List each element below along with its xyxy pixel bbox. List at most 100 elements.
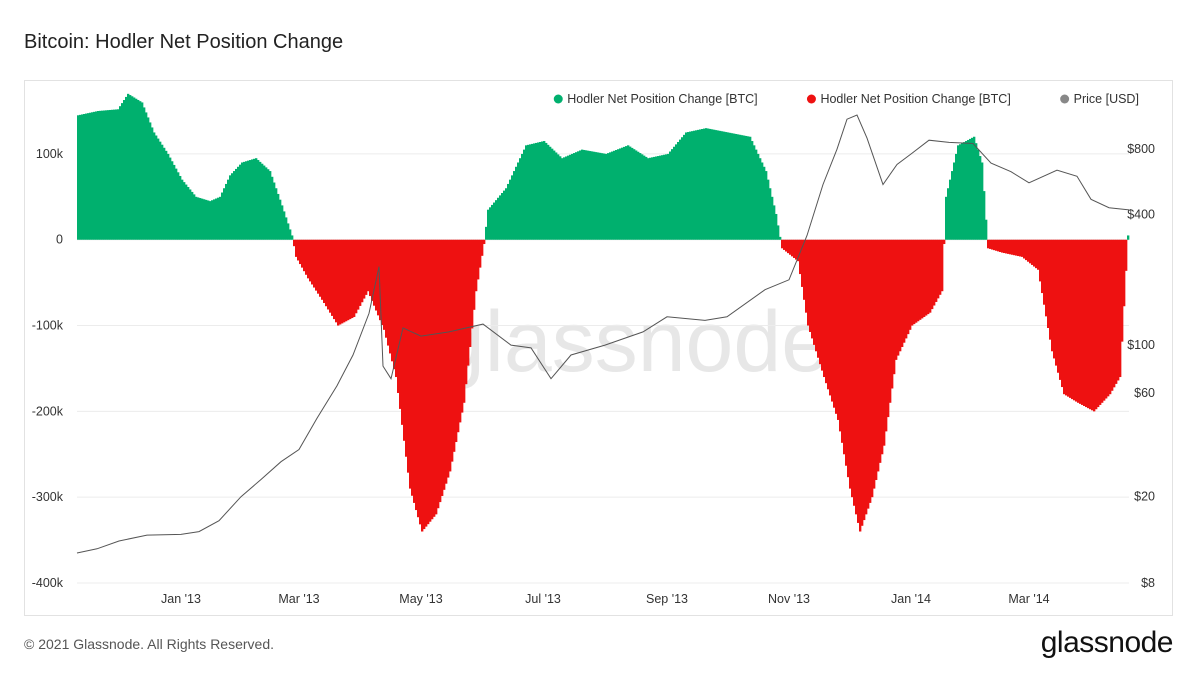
bar-positive: [119, 106, 122, 240]
legend-item-label[interactable]: Price [USD]: [1074, 92, 1139, 106]
bar-negative: [919, 239, 922, 320]
bar-negative: [987, 239, 990, 249]
bar-positive: [265, 167, 268, 240]
bar-negative: [1051, 239, 1054, 352]
bar-positive: [541, 141, 544, 240]
bar-negative: [329, 239, 332, 313]
bar-positive: [577, 151, 580, 240]
bar-negative: [941, 239, 944, 292]
bar-positive: [211, 200, 214, 240]
bar-negative: [1117, 239, 1120, 381]
bar-positive: [221, 192, 224, 240]
bar-negative: [299, 239, 302, 265]
bar-positive: [665, 154, 668, 240]
bar-negative: [371, 239, 374, 301]
bar-positive: [263, 165, 266, 240]
legend[interactable]: Hodler Net Position Change [BTC] Hodler N…: [553, 92, 1139, 106]
bar-negative: [1107, 239, 1110, 397]
bar-positive: [161, 144, 164, 240]
bar-positive: [223, 188, 226, 240]
bar-positive: [91, 112, 94, 240]
bar-positive: [661, 155, 664, 240]
bar-negative: [867, 239, 870, 509]
bar-negative: [463, 239, 466, 403]
bar-positive: [103, 110, 106, 240]
bar-positive: [127, 93, 130, 240]
bar-positive: [163, 147, 166, 240]
bar-negative: [297, 239, 300, 261]
bar-positive: [705, 128, 708, 240]
bar-positive: [641, 154, 644, 240]
y-right-tick-label: $60: [1134, 386, 1155, 400]
bar-positive: [959, 144, 962, 240]
bar-positive: [111, 109, 114, 240]
bar-positive: [639, 153, 642, 240]
bar-negative: [455, 239, 458, 443]
legend-item-label[interactable]: Hodler Net Position Change [BTC]: [567, 92, 757, 106]
bar-negative: [905, 239, 908, 339]
bar-negative: [899, 239, 902, 352]
bar-positive: [965, 141, 968, 240]
bar-positive: [149, 122, 152, 240]
bar-negative: [1075, 239, 1078, 402]
bar-positive: [603, 153, 606, 240]
bar-negative: [1123, 239, 1126, 307]
bar-negative: [1001, 239, 1004, 253]
bar-positive: [539, 141, 542, 240]
x-tick-label: May '13: [399, 592, 442, 606]
bar-positive: [193, 194, 196, 240]
bar-negative: [793, 239, 796, 258]
bar-positive: [745, 135, 748, 240]
bar-negative: [1047, 239, 1050, 328]
bar-positive: [771, 196, 774, 240]
bar-positive: [509, 179, 512, 240]
bar-positive: [101, 110, 104, 240]
bar-negative: [363, 239, 366, 299]
bar-positive: [969, 138, 972, 240]
bar-positive: [961, 143, 964, 240]
bar-negative: [903, 239, 906, 343]
watermark: glassnode: [437, 294, 829, 390]
bar-negative: [1055, 239, 1058, 366]
bar-positive: [271, 176, 274, 240]
bar-positive: [559, 156, 562, 240]
bar-negative: [1125, 239, 1128, 271]
bar-negative: [1057, 239, 1060, 373]
bar-negative: [377, 239, 380, 316]
bar-positive: [589, 151, 592, 240]
bar-negative: [1109, 239, 1112, 395]
bar-positive: [979, 156, 982, 240]
bar-negative: [1011, 239, 1014, 255]
bar-positive: [285, 217, 288, 240]
bar-positive: [621, 147, 624, 240]
bar-positive: [711, 129, 714, 240]
bar-positive: [599, 152, 602, 240]
bar-positive: [597, 152, 600, 240]
x-tick-label: Jan '14: [891, 592, 931, 606]
bar-positive: [953, 162, 956, 240]
bar-positive: [525, 145, 528, 240]
bar-negative: [327, 239, 330, 310]
bar-positive: [113, 109, 116, 240]
y-tick-label: -100k: [32, 319, 64, 333]
legend-item-label[interactable]: Hodler Net Position Change [BTC]: [820, 92, 1010, 106]
bar-positive: [105, 110, 108, 240]
bar-negative: [1021, 239, 1024, 257]
bar-negative: [1067, 239, 1070, 397]
bar-negative: [1101, 239, 1104, 403]
bar-positive: [115, 109, 118, 240]
bar-negative: [1003, 239, 1006, 254]
y-tick-label: -300k: [32, 490, 64, 504]
bar-negative: [1119, 239, 1122, 378]
bar-positive: [739, 134, 742, 240]
bar-positive: [241, 162, 244, 240]
bar-negative: [1029, 239, 1032, 264]
bar-positive: [601, 153, 604, 240]
bar-positive: [93, 111, 96, 240]
bar-negative: [1031, 239, 1034, 265]
bar-negative: [397, 239, 400, 393]
bar-positive: [983, 191, 986, 240]
bar-negative: [405, 239, 408, 457]
bar-positive: [769, 188, 772, 240]
bar-positive: [719, 130, 722, 240]
